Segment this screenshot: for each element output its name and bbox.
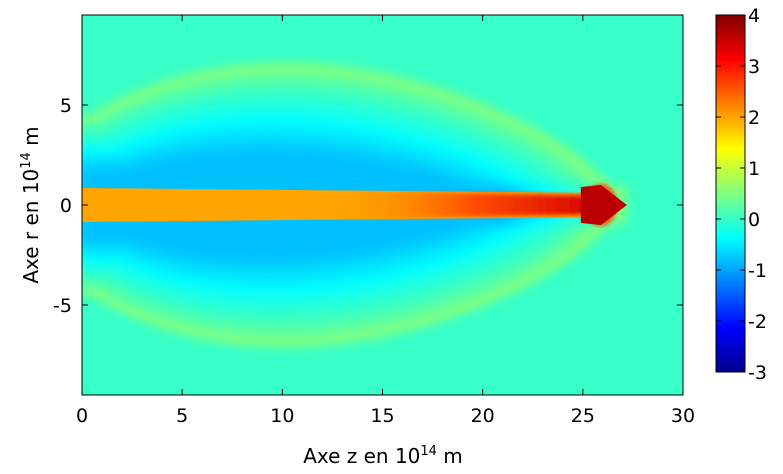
x-axis-label: Axe z en 1014 m xyxy=(303,444,463,468)
y-axis-label-suffix: m xyxy=(19,126,43,152)
x-tick-label: 25 xyxy=(571,405,595,427)
y-axis-label-exp: 14 xyxy=(19,152,34,169)
heatmap-field xyxy=(82,15,683,395)
y-axis-ticks: -5 0 5 xyxy=(53,95,683,317)
colorbar-tick-label: 2 xyxy=(748,107,760,129)
colorbar-tick-label: -1 xyxy=(748,260,767,282)
x-tick-label: 15 xyxy=(370,405,394,427)
x-tick-label: 30 xyxy=(671,405,695,427)
colorbar-tick-label: -3 xyxy=(748,362,767,384)
y-axis-label-prefix: Axe r en 10 xyxy=(19,169,43,284)
colorbar-tick-label: 1 xyxy=(748,158,760,180)
x-tick-label: 5 xyxy=(176,405,188,427)
y-tick-label: 5 xyxy=(60,95,72,117)
colorbar xyxy=(715,14,746,373)
y-axis-label: Axe r en 1014 m xyxy=(19,126,43,283)
x-axis-label-exp: 14 xyxy=(420,444,437,459)
colorbar-tick-label: -2 xyxy=(748,311,767,333)
colorbar-tick-label: 3 xyxy=(748,56,760,78)
colorbar-tick-label: 0 xyxy=(748,209,760,231)
y-tick-label: -5 xyxy=(53,295,72,317)
x-axis-ticks: 0 5 10 15 20 25 30 xyxy=(76,15,695,427)
x-tick-label: 20 xyxy=(471,405,495,427)
y-tick-label: 0 xyxy=(60,195,72,217)
x-axis-label-prefix: Axe z en 10 xyxy=(303,444,420,468)
jet-core xyxy=(322,190,587,220)
x-tick-label: 0 xyxy=(76,405,88,427)
jet-head xyxy=(580,185,627,225)
colorbar-tick-label: 4 xyxy=(748,5,760,27)
colorbar-ticks: -3 -2 -1 0 1 2 3 4 xyxy=(716,5,767,384)
x-tick-label: 10 xyxy=(270,405,294,427)
x-axis-label-suffix: m xyxy=(437,444,463,468)
